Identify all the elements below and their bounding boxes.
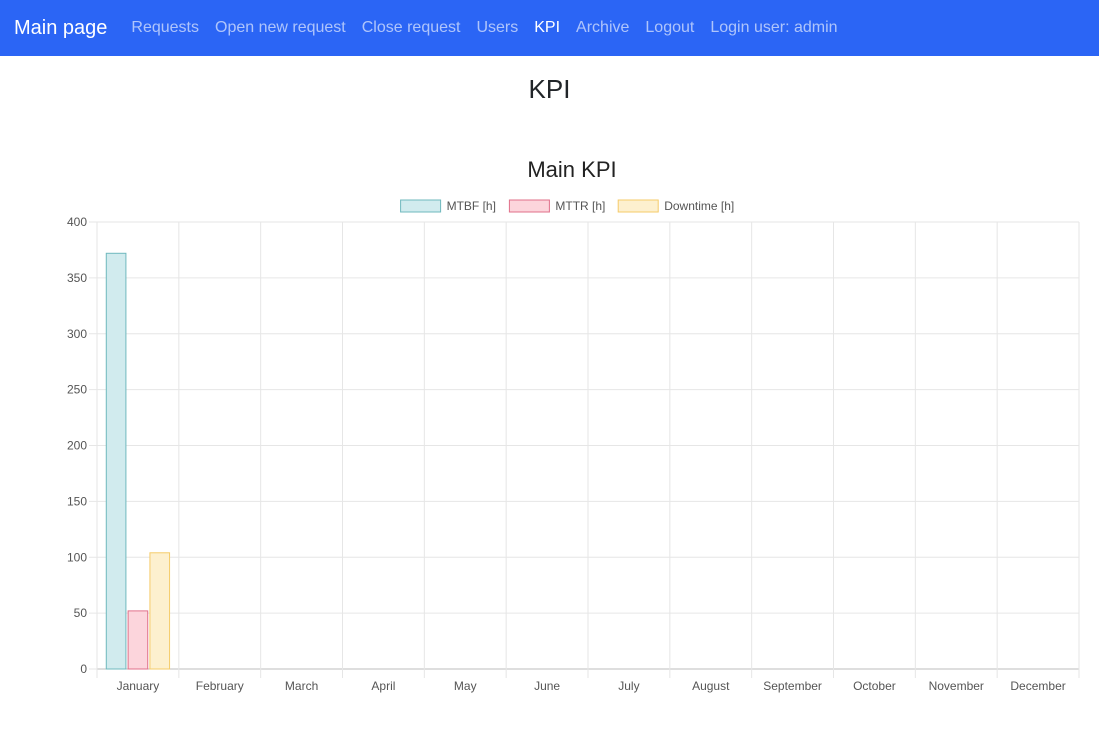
legend-label-2[interactable]: Downtime [h] [664, 199, 734, 213]
legend-label-1[interactable]: MTTR [h] [555, 199, 605, 213]
y-tick-label-4: 200 [67, 439, 87, 453]
x-tick-label-5: June [534, 679, 560, 693]
y-tick-label-0: 0 [80, 662, 87, 676]
y-tick-label-1: 50 [74, 606, 88, 620]
x-tick-label-0: January [117, 679, 160, 693]
x-tick-label-9: October [853, 679, 896, 693]
x-tick-label-10: November [929, 679, 984, 693]
nav-list: Requests Open new request Close request … [123, 19, 845, 37]
x-tick-label-4: May [454, 679, 477, 693]
nav-link-requests[interactable]: Requests [131, 19, 199, 36]
top-navbar: Main page Requests Open new request Clos… [0, 0, 1099, 56]
x-tick-label-6: July [618, 679, 639, 693]
nav-link-archive[interactable]: Archive [576, 19, 630, 36]
y-tick-label-3: 150 [67, 494, 87, 508]
nav-link-logout[interactable]: Logout [645, 19, 695, 36]
page-title: KPI [528, 74, 571, 104]
x-tick-label-8: September [763, 679, 822, 693]
nav-link-users[interactable]: Users [476, 19, 519, 36]
y-tick-label-2: 100 [67, 550, 87, 564]
chart-title: Main KPI [527, 157, 616, 182]
legend-swatch-2[interactable] [617, 199, 659, 213]
y-tick-label-8: 400 [67, 215, 87, 229]
nav-link-kpi[interactable]: KPI [534, 19, 561, 36]
x-tick-label-2: March [285, 679, 318, 693]
brand-link[interactable]: Main page [14, 16, 108, 39]
kpi-bar-chart: Main KPI MTBF [h] MTTR [h] Downtime [h] 0 50 1… [67, 157, 1080, 693]
y-tick-label-7: 350 [67, 271, 87, 285]
x-tick-label-7: August [692, 679, 730, 693]
bar-s0-c0[interactable] [105, 252, 127, 670]
y-tick-label-5: 250 [67, 383, 87, 397]
legend-swatch-1[interactable] [508, 199, 550, 213]
x-tick-label-3: April [371, 679, 395, 693]
bar-s2-c0[interactable] [149, 552, 171, 670]
legend-swatch-0[interactable] [400, 199, 442, 213]
y-tick-label-6: 300 [67, 327, 87, 341]
bar-s1-c0[interactable] [127, 610, 149, 670]
x-tick-label-1: February [196, 679, 244, 693]
nav-link-close-request[interactable]: Close request [361, 19, 461, 36]
nav-link-open-new-request[interactable]: Open new request [215, 19, 346, 36]
x-tick-label-11: December [1010, 679, 1065, 693]
kpi-chart-container: Main KPI MTBF [h] MTTR [h] Downtime [h] 0 50 1… [0, 140, 1099, 700]
login-user-text: Login user: admin [710, 19, 838, 36]
legend-label-0[interactable]: MTBF [h] [447, 199, 496, 213]
